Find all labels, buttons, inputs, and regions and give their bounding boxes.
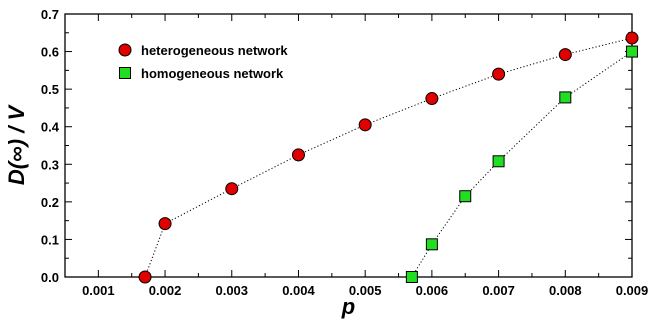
x-axis-title: p xyxy=(341,294,355,319)
data-point-square xyxy=(492,155,505,168)
y-axis-title: D(∞) / V xyxy=(4,104,29,186)
x-tick-label: 0.009 xyxy=(616,283,649,298)
data-point-circle xyxy=(625,31,639,45)
axes: 0.001 0.002 0.003 0.004 0.005 0.006 0.007 0.008… xyxy=(41,7,648,298)
y-tick-label: 0.3 xyxy=(41,157,59,172)
series-layer xyxy=(138,31,639,284)
data-point-square xyxy=(559,91,572,104)
legend: heterogeneous network homogeneous network xyxy=(118,43,288,81)
data-point-circle xyxy=(225,182,239,196)
y-tick-label: 0.0 xyxy=(41,270,59,285)
x-tick-label: 0.001 xyxy=(82,283,115,298)
data-point-square xyxy=(425,238,438,251)
series-line xyxy=(144,37,633,278)
series-homogeneous xyxy=(405,45,638,283)
x-tick-label: 0.005 xyxy=(349,283,382,298)
legend-marker-square xyxy=(119,67,131,79)
y-tick-label: 0.1 xyxy=(41,232,59,247)
data-point-circle xyxy=(425,92,439,106)
data-point-circle xyxy=(492,67,506,81)
x-tick-label: 0.008 xyxy=(549,283,582,298)
data-point-circle xyxy=(291,148,305,162)
x-tick-label: 0.007 xyxy=(482,283,515,298)
legend-label: heterogeneous network xyxy=(141,43,288,58)
x-tick-label: 0.002 xyxy=(149,283,182,298)
y-tick-label: 0.2 xyxy=(41,195,59,210)
y-tick-label: 0.7 xyxy=(41,7,59,22)
y-tick-label: 0.5 xyxy=(41,82,59,97)
data-point-circle xyxy=(558,48,572,62)
x-tick-label: 0.003 xyxy=(215,283,248,298)
data-point-square xyxy=(405,271,418,283)
x-tick-label: 0.004 xyxy=(282,283,315,298)
data-point-circle xyxy=(358,118,372,132)
data-point-square xyxy=(626,45,638,58)
y-tick-label: 0.6 xyxy=(41,45,59,60)
x-tick-label: 0.006 xyxy=(416,283,449,298)
series-line xyxy=(411,51,633,278)
legend-marker-circle xyxy=(118,43,132,57)
legend-label: homogeneous network xyxy=(141,66,284,81)
data-point-square xyxy=(459,190,472,203)
data-point-circle xyxy=(138,270,152,284)
y-tick-label: 0.4 xyxy=(41,120,60,135)
data-point-circle xyxy=(158,217,172,231)
series-heterogeneous xyxy=(138,31,639,284)
